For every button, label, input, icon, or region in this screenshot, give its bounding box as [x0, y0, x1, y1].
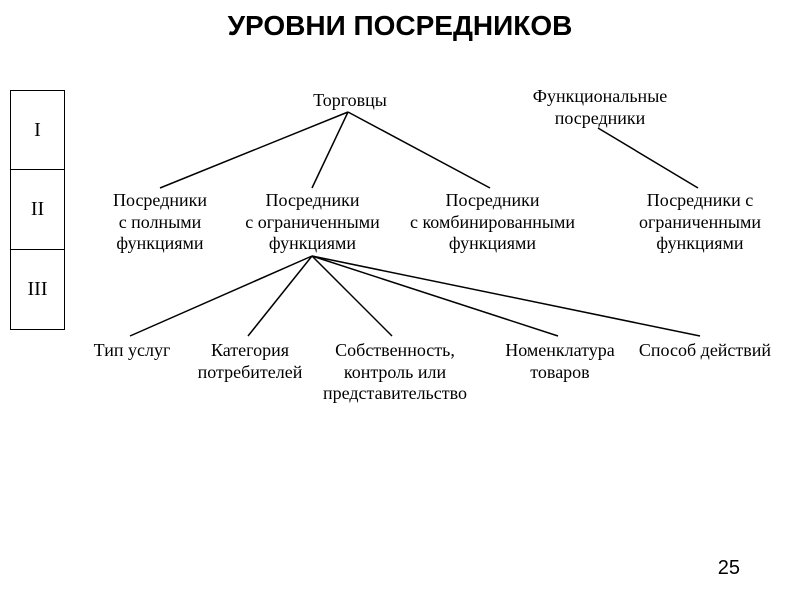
node-n1: Торговцы [305, 90, 395, 112]
edge-0 [160, 112, 348, 188]
edge-6 [312, 256, 392, 336]
level-box-2: II [10, 170, 65, 250]
node-n9: Собственность, контроль или представител… [310, 340, 480, 405]
edge-4 [130, 256, 312, 336]
edge-8 [312, 256, 700, 336]
node-n8: Категория потребителей [185, 340, 315, 383]
level-box-3: III [10, 250, 65, 330]
edge-7 [312, 256, 558, 336]
node-n11: Способ действий [625, 340, 785, 362]
node-n5: Посредники с комбинированными функциями [405, 190, 580, 255]
edge-1 [312, 112, 348, 188]
edge-2 [348, 112, 490, 188]
node-n6: Посредники с ограниченными функциями [625, 190, 775, 255]
level-box-1: I [10, 90, 65, 170]
node-n4: Посредники с ограниченными функциями [235, 190, 390, 255]
level-indicator-stack: I II III [10, 90, 65, 330]
page-number: 25 [718, 557, 740, 580]
edge-5 [248, 256, 312, 336]
edge-3 [598, 128, 698, 188]
tree-diagram: Торговцы Функциональные посредники Посредн… [70, 80, 790, 440]
page-title: УРОВНИ ПОСРЕДНИКОВ [0, 10, 800, 42]
node-n7: Тип услуг [82, 340, 182, 362]
node-n2: Функциональные посредники [510, 86, 690, 129]
node-n10: Номенклатура товаров [490, 340, 630, 383]
node-n3: Посредники с полными функциями [100, 190, 220, 255]
